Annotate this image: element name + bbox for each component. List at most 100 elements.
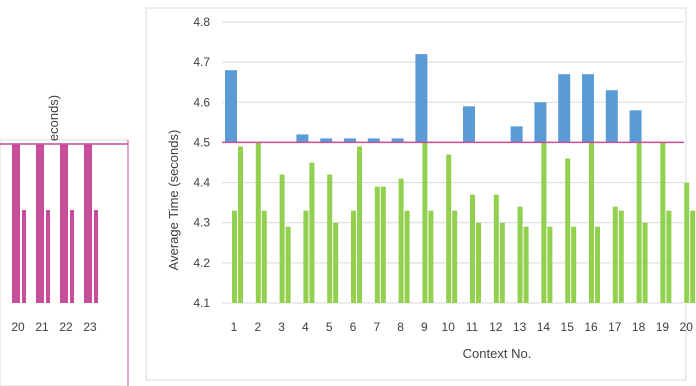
bar-series-1	[367, 138, 380, 143]
x-tick-label: 18	[632, 320, 646, 334]
x-tick-label: 2	[254, 320, 261, 334]
bar-series-2	[446, 154, 452, 303]
bar-series-2	[541, 142, 547, 303]
bar-series-3	[523, 226, 529, 303]
bar-series-2	[589, 142, 594, 303]
bar-series-1	[296, 134, 309, 143]
bar-series-3	[618, 210, 624, 303]
y-tick-labels: 4.1 4.2 4.3 4.4 4.5 4.6 4.7 4.8	[193, 15, 210, 310]
bar-series-3	[571, 226, 577, 303]
y-tick-label: 4.4	[193, 176, 210, 190]
x-tick-label: 8	[397, 320, 404, 334]
x-tick-label: 16	[584, 320, 598, 334]
bar-marks	[225, 54, 696, 303]
x-tick-label: 14	[537, 320, 551, 334]
bar-series-2	[493, 194, 499, 303]
bar-series-2	[470, 194, 475, 303]
x-tick-label: 4	[302, 320, 309, 334]
y-tick-label: 4.2	[193, 256, 210, 270]
bar-series-3	[547, 226, 553, 303]
bar-series-3	[309, 162, 315, 303]
bar-series-1	[225, 70, 237, 143]
left-fragment-bars: 20 21 22 23	[0, 143, 128, 334]
y-tick-label: 4.1	[193, 296, 210, 310]
x-tick-label: 7	[373, 320, 380, 334]
y-tick-label: 4.8	[193, 15, 210, 29]
bar-series-1	[534, 102, 547, 143]
y-tick-label: 4.7	[193, 55, 210, 69]
bar-series-3	[357, 146, 362, 303]
y-tick-label: 4.5	[193, 135, 210, 149]
bar-series-2	[565, 158, 571, 303]
bar-series-2	[374, 186, 380, 303]
x-tick-label: 6	[350, 320, 357, 334]
fragment-bar	[94, 210, 98, 303]
y-tick-label: 4.3	[193, 216, 210, 230]
bar-series-2	[351, 210, 356, 303]
x-tick-label: 10	[442, 320, 456, 334]
bar-series-3	[499, 222, 505, 303]
bar-series-2	[422, 142, 428, 303]
x-tick-label: 9	[421, 320, 428, 334]
bar-series-2	[327, 174, 333, 303]
bar-series-1	[629, 110, 642, 143]
fragment-bar	[22, 210, 26, 303]
bar-series-3	[642, 222, 648, 303]
bar-series-2	[279, 174, 285, 303]
bar-series-2	[232, 210, 237, 303]
x-tick-label: 13	[513, 320, 527, 334]
bar-series-2	[303, 210, 309, 303]
bar-series-1	[320, 138, 333, 143]
x-tick-label: 3	[278, 320, 285, 334]
bar-series-2	[636, 142, 642, 303]
bar-series-3	[595, 226, 600, 303]
bar-series-3	[452, 210, 458, 303]
bar-series-1	[415, 54, 428, 143]
x-tick-label: 11	[466, 320, 479, 334]
fragment-bar	[36, 144, 44, 303]
bar-series-2	[612, 206, 618, 303]
fragment-x-tick-label: 22	[59, 320, 73, 334]
bar-series-1	[605, 90, 618, 143]
bar-series-2	[517, 206, 523, 303]
fragment-bar	[60, 144, 68, 303]
bar-series-2	[660, 142, 666, 303]
bar-series-3	[380, 186, 386, 303]
bar-series-3	[261, 210, 267, 303]
fragment-x-tick-label: 20	[11, 320, 25, 334]
fragment-bar	[46, 210, 50, 303]
bar-series-3	[285, 226, 291, 303]
y-tick-label: 4.6	[193, 95, 210, 109]
bar-series-1	[391, 138, 404, 143]
fragment-bar	[84, 144, 92, 303]
bar-series-3	[428, 210, 434, 303]
x-axis-label: Context No.	[463, 346, 532, 361]
x-tick-label: 12	[489, 320, 503, 334]
bar-series-1	[463, 106, 475, 143]
bar-series-3	[690, 210, 696, 303]
fragment-bar	[70, 210, 74, 303]
x-tick-label: 15	[561, 320, 575, 334]
bar-series-2	[255, 142, 261, 303]
fragment-x-tick-label: 21	[35, 320, 49, 334]
bar-series-3	[404, 210, 410, 303]
bar-series-3	[666, 210, 672, 303]
x-tick-label: 20	[680, 320, 694, 334]
bar-series-2	[398, 178, 404, 303]
bar-series-3	[238, 146, 243, 303]
x-tick-label: 17	[608, 320, 622, 334]
x-tick-label: 1	[231, 320, 238, 334]
bar-series-1	[582, 74, 594, 143]
y-axis-label: Average Time (seconds)	[166, 130, 181, 271]
bar-series-2	[684, 182, 690, 303]
fragment-bar	[12, 144, 20, 303]
x-tick-labels: 1 2 3 4 5 6 7 8 9 10 11 12 13 14 15 16 17 18 19 20	[231, 320, 694, 334]
bar-series-3	[333, 222, 339, 303]
bar-series-1	[558, 74, 571, 143]
bar-series-3	[476, 222, 481, 303]
x-tick-label: 5	[326, 320, 333, 334]
bar-series-1	[510, 126, 523, 143]
fragment-x-tick-label: 23	[83, 320, 97, 334]
bar-series-1	[344, 138, 356, 143]
